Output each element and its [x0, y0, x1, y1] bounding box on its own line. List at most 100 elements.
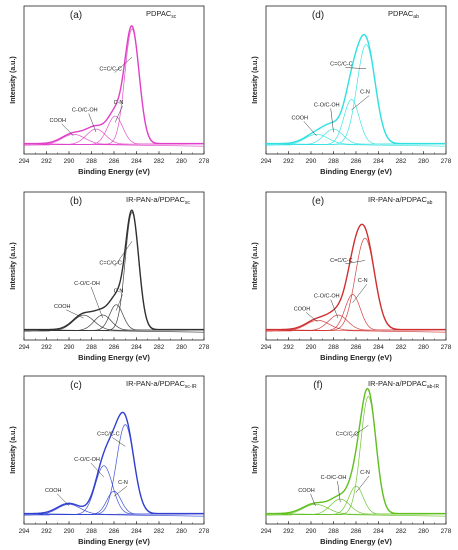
x-tick-label: 294 [19, 528, 30, 535]
x-tick-label: 282 [154, 158, 165, 165]
sample-name: IR-PAN-a/PDPAC [126, 379, 185, 388]
component-peak-c-o-c-oh [23, 314, 204, 332]
sample-subscript: ab [427, 200, 433, 206]
annotation-leader [355, 475, 370, 493]
annotation-label: C=C/C-C [99, 260, 121, 266]
x-tick-label: 278 [441, 158, 452, 165]
x-tick-label: 290 [64, 528, 75, 535]
sample-subscript: sc [185, 200, 191, 206]
envelope-line [24, 25, 204, 145]
x-axis-label: Binding Energy (eV) [78, 167, 150, 176]
x-tick-label: 280 [176, 344, 187, 351]
sample-name: IR-PAN-a/PDPAC [368, 379, 427, 388]
sample-subscript: ab [413, 14, 419, 20]
component-peak-c-c-c-c [265, 237, 446, 332]
x-tick-label: 286 [351, 158, 362, 165]
x-tick-label: 286 [109, 344, 120, 351]
component-peak-cooh [23, 314, 204, 332]
x-tick-label: 294 [261, 528, 272, 535]
x-tick-label: 292 [41, 528, 52, 535]
baseline [23, 513, 205, 517]
baseline [265, 329, 447, 333]
annotation-label: C-O/C-OH [74, 281, 100, 287]
panel-label: (f) [313, 380, 322, 391]
x-tick-label: 288 [328, 158, 339, 165]
annotation-leader [116, 294, 123, 311]
x-tick-label: 280 [176, 158, 187, 165]
panel-label: (e) [312, 196, 324, 207]
annotation-label: COOH [294, 306, 311, 312]
x-tick-label: 282 [154, 528, 165, 535]
x-tick-label: 290 [306, 528, 317, 535]
x-tick-label: 292 [283, 344, 294, 351]
sample-title: IR-PAN-a/PDPACab-IR [368, 379, 440, 390]
x-tick-label: 278 [199, 528, 210, 535]
annotation-label: COOH [45, 488, 62, 494]
x-axis-label: Binding Energy (eV) [78, 537, 150, 546]
y-axis-label: Intensity (a.u.) [252, 56, 259, 103]
sample-title: IR-PAN-a/PDPACsc-IR [126, 379, 197, 390]
annotation-leader [330, 108, 334, 133]
y-axis-label: Intensity (a.u.) [252, 426, 259, 473]
annotation-label: C=C/C-C [99, 67, 121, 73]
annotation-label: C-N [358, 278, 368, 284]
panel-d: 294 292 290 288 286 284 282 280 278 Binding Energ… [252, 5, 452, 176]
sample-title: PDPACsc [146, 9, 177, 20]
component-peak-c-c-c-c [265, 44, 446, 146]
annotation-label: C-N [360, 90, 370, 96]
annotation-label: C-N [114, 288, 124, 294]
x-tick-label: 284 [373, 344, 384, 351]
x-axis-label: Binding Energy (eV) [320, 537, 392, 546]
component-peak-c-c-c-c [265, 396, 446, 516]
annotation-leader [303, 121, 317, 137]
x-tick-label: 286 [109, 158, 120, 165]
panel-c: 294 292 290 288 286 284 282 280 278 Binding Energ… [10, 375, 210, 546]
x-tick-label: 284 [373, 528, 384, 535]
y-axis-label: Intensity (a.u.) [10, 242, 17, 289]
x-tick-label: 288 [86, 344, 97, 351]
component-peak-c-n [265, 294, 446, 332]
panel-b: 294 292 290 288 286 284 282 280 278 Binding Energ… [10, 191, 210, 362]
x-tick-label: 278 [441, 528, 452, 535]
component-peak-c-c-c-c [23, 211, 204, 332]
y-axis-label: Intensity (a.u.) [252, 242, 259, 289]
x-tick-label: 284 [131, 158, 142, 165]
annotation-leader [66, 309, 84, 319]
annotation-leader [112, 437, 126, 447]
annotation-label: C-O/C-OH [314, 102, 340, 108]
sample-name: IR-PAN-a/PDPAC [368, 195, 427, 204]
annotation-leader [114, 57, 133, 73]
annotation-label: C=C/C-C [330, 62, 352, 68]
annotation-label: C-O/C-OH [72, 108, 98, 114]
x-tick-label: 282 [396, 528, 407, 535]
x-axis-label: Binding Energy (eV) [320, 167, 392, 176]
x-tick-label: 290 [64, 344, 75, 351]
plot-frame [265, 5, 447, 155]
panel-e: 294 292 290 288 286 284 282 280 278 Binding Energ… [252, 191, 452, 362]
baseline [265, 513, 447, 517]
panel-f: 294 292 290 288 286 284 282 280 278 Binding Energ… [252, 375, 452, 546]
annotation-leader [351, 95, 370, 111]
annotation-leader [57, 493, 70, 507]
x-tick-label: 286 [351, 344, 362, 351]
panel-label: (d) [312, 10, 324, 21]
sample-name: PDPAC [146, 9, 172, 18]
annotation-leader [345, 260, 366, 265]
annotation-leader [90, 462, 105, 478]
annotation-label: C-O/C-OH [74, 457, 100, 463]
x-tick-label: 294 [261, 158, 272, 165]
envelope-line [24, 209, 204, 331]
annotation-leader [350, 425, 369, 438]
x-tick-label: 282 [154, 344, 165, 351]
panel-label: (c) [70, 380, 82, 391]
x-tick-label: 280 [418, 528, 429, 535]
annotation-leader [114, 241, 133, 267]
baseline [265, 143, 447, 147]
x-tick-label: 288 [328, 528, 339, 535]
envelope-line [266, 223, 446, 331]
annotation-label: C=C/C-C [330, 258, 352, 264]
x-tick-label: 288 [86, 158, 97, 165]
annotation-label: C=C/C-C [336, 432, 358, 438]
component-peak-c-c-c-c [23, 28, 204, 146]
envelope-line [266, 33, 446, 145]
